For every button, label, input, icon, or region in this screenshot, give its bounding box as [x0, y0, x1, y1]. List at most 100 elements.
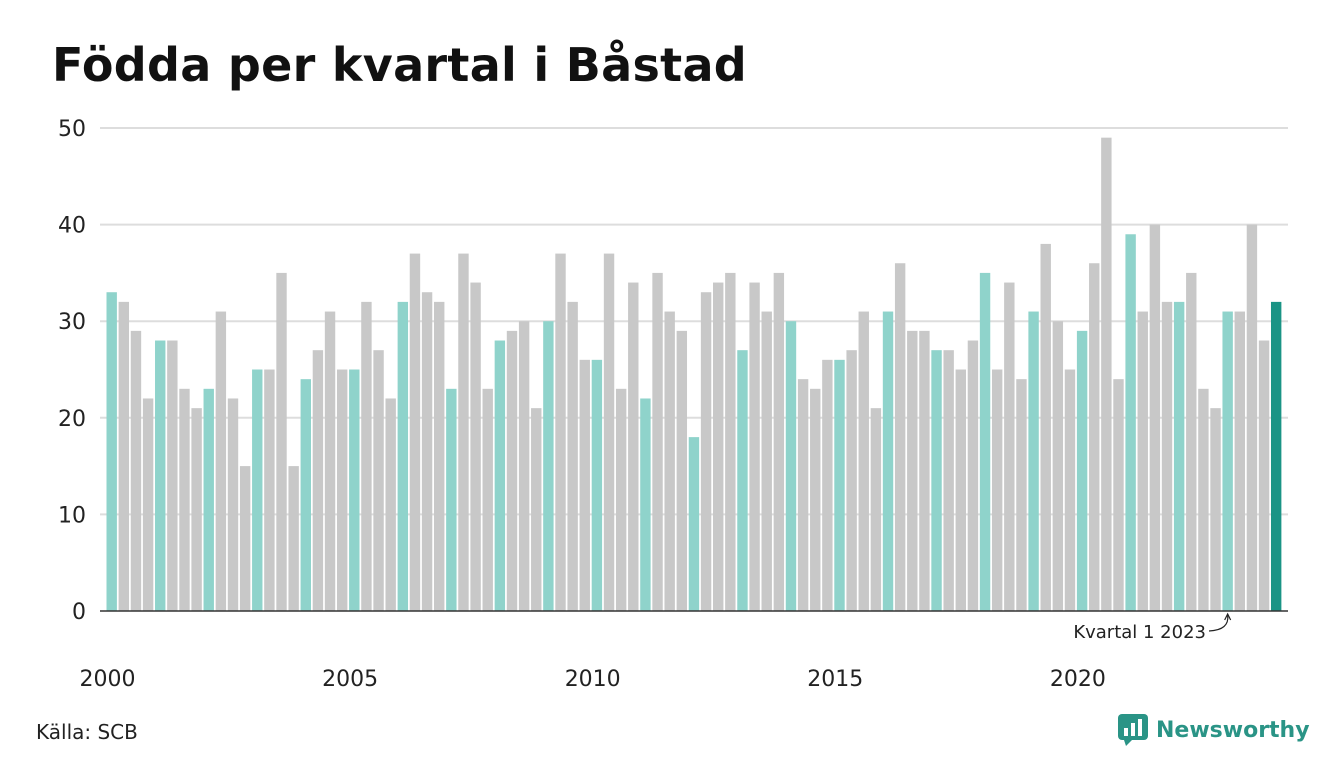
bar [203, 388, 214, 611]
bar [967, 340, 979, 611]
bar [531, 408, 542, 611]
bar [1004, 282, 1015, 611]
bar [1186, 272, 1197, 611]
bar [446, 388, 457, 611]
bar [506, 330, 518, 611]
bar [1210, 408, 1221, 611]
bar [1040, 243, 1051, 612]
bar [312, 350, 324, 611]
bar [603, 253, 615, 611]
bar [118, 301, 130, 611]
bar [252, 369, 263, 611]
bar [1161, 301, 1173, 611]
bar [991, 369, 1003, 611]
bars [106, 137, 1282, 612]
bar [943, 350, 954, 611]
brand-logo: Newsworthy [1118, 714, 1310, 746]
bar [1125, 234, 1136, 611]
bar [397, 301, 409, 611]
annotation-arrowhead [1224, 612, 1232, 621]
bar [470, 282, 481, 611]
bar [106, 292, 117, 611]
bar [155, 340, 166, 611]
bar [955, 369, 966, 611]
bar [179, 388, 190, 611]
bar [288, 466, 299, 611]
bar [543, 321, 554, 611]
bar [458, 253, 469, 611]
y-tick-label: 20 [58, 407, 86, 432]
bar [785, 321, 797, 611]
bar [1113, 379, 1124, 611]
bar [1258, 340, 1270, 611]
bar [894, 263, 906, 611]
bar [725, 272, 736, 611]
bar [130, 330, 142, 611]
bar [1076, 330, 1088, 611]
bar [518, 321, 530, 611]
y-axis-ticks: 0 10 20 30 40 50 [58, 117, 86, 625]
bar [373, 350, 384, 611]
x-tick-label: 2000 [80, 667, 136, 692]
bar [482, 388, 493, 611]
bar [1028, 311, 1039, 611]
bar [409, 253, 421, 611]
x-tick-label: 2015 [807, 667, 863, 692]
x-tick-label: 2020 [1050, 667, 1106, 692]
bar [773, 272, 785, 611]
bar [1137, 311, 1148, 611]
bar [1016, 379, 1027, 611]
bar [979, 272, 991, 611]
bar [919, 330, 930, 611]
bar [761, 311, 772, 611]
annotation: Kvartal 1 2023 [1073, 612, 1232, 643]
bar [167, 340, 178, 611]
x-tick-label: 2005 [322, 667, 378, 692]
bar [858, 311, 869, 611]
bar [1198, 388, 1209, 611]
bar [615, 388, 627, 611]
y-tick-label: 0 [72, 600, 86, 625]
bar [882, 311, 894, 611]
bar [1270, 301, 1282, 611]
bar [1064, 369, 1076, 611]
bar [1222, 311, 1233, 611]
bar [494, 340, 506, 611]
bar [215, 311, 227, 611]
bar [652, 272, 663, 611]
y-tick-label: 30 [58, 310, 86, 335]
bar [239, 466, 251, 611]
bar [591, 359, 603, 611]
chart-title: Födda per kvartal i Båstad [52, 38, 748, 92]
bar [676, 330, 688, 611]
bar [907, 330, 918, 611]
bar [191, 408, 202, 611]
x-axis-ticks: 2000 2005 2010 2015 2020 [80, 667, 1106, 692]
y-tick-label: 40 [58, 214, 86, 239]
brand-name: Newsworthy [1156, 717, 1310, 743]
bar [1089, 263, 1100, 611]
bar [688, 437, 700, 611]
bar [1149, 224, 1161, 611]
bar [797, 379, 809, 611]
bar [640, 398, 651, 611]
bar [628, 282, 639, 611]
bar [822, 359, 833, 611]
bar [567, 301, 578, 611]
bar [700, 292, 712, 611]
bar [227, 398, 239, 611]
bar [931, 350, 942, 611]
bar [421, 292, 433, 611]
bar [361, 301, 372, 611]
bar [324, 311, 336, 611]
bar [276, 272, 287, 611]
bar [870, 408, 882, 611]
y-tick-label: 50 [58, 117, 86, 142]
bar [664, 311, 675, 611]
bar [1101, 137, 1112, 611]
bar [834, 359, 845, 611]
bar [264, 369, 275, 611]
newsworthy-icon [1118, 714, 1148, 746]
bar [1234, 311, 1245, 611]
